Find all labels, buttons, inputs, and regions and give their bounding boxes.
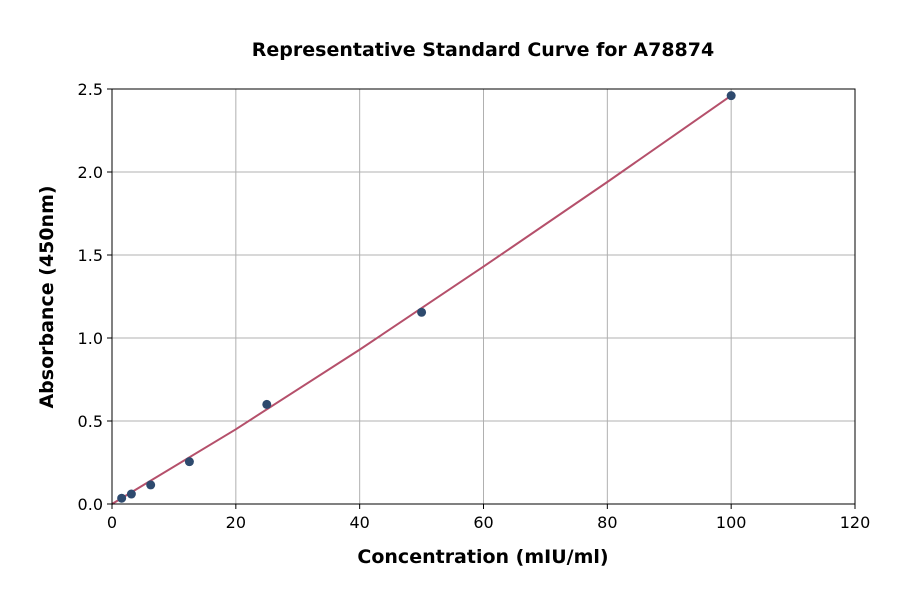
y-tick-label: 1.0: [78, 329, 103, 348]
data-point: [126, 489, 136, 499]
axis-ticks: 0 20 40 60 80 100 120 0.0 0.5 1.0 1.5 2.0 2.5: [78, 80, 871, 532]
x-tick-label: 80: [597, 513, 617, 532]
y-tick-label: 0.0: [78, 495, 103, 514]
data-point: [726, 91, 736, 101]
data-points: [117, 91, 736, 503]
x-tick-label: 100: [716, 513, 747, 532]
y-tick-label: 1.5: [78, 246, 103, 265]
y-tick-label: 2.5: [78, 80, 103, 99]
x-tick-label: 60: [473, 513, 493, 532]
chart-title: Representative Standard Curve for A78874: [252, 39, 714, 61]
x-axis-label: Concentration (mIU/ml): [357, 546, 608, 568]
x-tick-label: 120: [840, 513, 871, 532]
data-point: [262, 399, 272, 409]
fit-line-layer: [111, 94, 732, 505]
x-tick-label: 20: [226, 513, 246, 532]
y-axis-label: Absorbance (450nm): [36, 185, 58, 408]
data-point: [184, 457, 194, 467]
x-tick-label: 0: [107, 513, 117, 532]
data-point: [146, 480, 156, 490]
y-tick-label: 0.5: [78, 412, 103, 431]
fit-curve-line: [111, 94, 732, 505]
y-tick-label: 2.0: [78, 163, 103, 182]
data-point: [417, 307, 427, 317]
grid: [111, 88, 856, 505]
data-point: [117, 493, 127, 503]
x-tick-label: 40: [349, 513, 369, 532]
